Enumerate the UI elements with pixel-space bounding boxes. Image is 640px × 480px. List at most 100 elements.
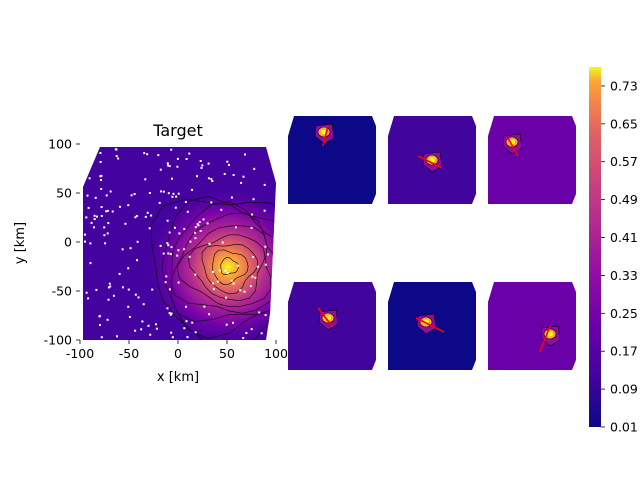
station-dot: [107, 286, 110, 289]
station-dot: [168, 231, 171, 234]
station-dot: [243, 290, 246, 293]
station-dot: [109, 190, 112, 193]
station-dot: [226, 272, 229, 274]
station-dot: [170, 148, 173, 151]
station-dot: [118, 272, 121, 275]
contour-line: [212, 249, 249, 285]
station-dot: [198, 221, 201, 223]
station-dot: [199, 160, 202, 162]
station-dot: [188, 152, 191, 155]
station-dot: [117, 157, 120, 160]
colorbar-tick-label: 0.33: [610, 268, 638, 283]
x-tick-label: 0: [174, 346, 182, 361]
station-dot: [134, 216, 137, 219]
x-tick-label: 100: [264, 346, 288, 361]
station-dot: [104, 242, 107, 245]
station-dot: [177, 249, 180, 252]
station-dot: [155, 327, 158, 330]
y-tick-label: -50: [52, 284, 72, 299]
station-dot: [99, 152, 102, 154]
station-dot: [194, 231, 197, 234]
station-dot: [252, 198, 255, 201]
station-dot: [100, 206, 103, 208]
station-dot: [116, 335, 118, 338]
station-dot: [87, 297, 90, 300]
station-dot: [151, 288, 154, 291]
contour-line: [150, 198, 276, 340]
station-dot: [167, 252, 170, 255]
station-dot: [89, 242, 92, 245]
station-dot: [168, 288, 171, 291]
station-dot: [171, 336, 174, 339]
station-dot: [183, 327, 186, 330]
station-dot: [232, 282, 235, 285]
station-dot: [87, 206, 90, 209]
station-dot: [225, 296, 228, 299]
station-dot: [203, 305, 206, 308]
station-dot: [144, 215, 147, 218]
station-dot: [155, 323, 157, 326]
target-field: [83, 147, 276, 340]
station-dot: [142, 303, 145, 306]
station-dot: [94, 196, 97, 199]
x-tick-label: -100: [66, 346, 94, 361]
contour-line: [170, 212, 276, 314]
station-dot: [196, 223, 199, 226]
station-dot: [206, 222, 209, 225]
station-dot: [100, 188, 103, 190]
station-dot: [257, 265, 259, 268]
contour-line: [201, 243, 259, 295]
panel-direction-line: [317, 307, 333, 327]
station-dot: [86, 194, 89, 197]
station-dot: [90, 221, 93, 224]
station-dot: [157, 154, 160, 157]
station-dot: [148, 227, 151, 230]
station-dot: [230, 196, 233, 199]
station-dot: [167, 244, 170, 247]
station-dot: [89, 262, 92, 265]
station-dot: [100, 215, 103, 217]
station-dot: [220, 208, 223, 211]
station-dot: [108, 282, 111, 285]
station-dot: [176, 165, 179, 168]
station-dot: [170, 246, 173, 249]
y-tick-label: -100: [44, 333, 72, 348]
station-dot: [230, 279, 233, 282]
station-dot: [228, 163, 230, 166]
target-stations: [84, 148, 269, 339]
station-dot: [109, 285, 112, 288]
station-dot: [186, 210, 189, 213]
panel-direction-line: [417, 155, 443, 169]
contour-line: [220, 257, 239, 275]
station-dot: [167, 192, 170, 195]
station-dot: [210, 201, 213, 204]
colorbar-tick-label: 0.17: [610, 344, 638, 359]
station-dot: [191, 321, 194, 324]
station-dot: [165, 275, 168, 278]
station-dot: [127, 305, 130, 308]
station-dot: [177, 281, 180, 284]
station-dot: [115, 148, 118, 151]
y-tick-label: 50: [56, 186, 72, 201]
station-dot: [171, 177, 173, 180]
station-dot: [85, 216, 88, 219]
station-dot: [239, 289, 242, 292]
station-dot: [175, 195, 178, 198]
station-dot: [134, 293, 137, 296]
target-peak: [148, 189, 276, 340]
station-dot: [98, 315, 101, 318]
station-dot: [162, 252, 165, 255]
station-dot: [129, 247, 132, 250]
station-dot: [237, 264, 240, 267]
station-dot: [207, 162, 210, 165]
target-x-axis: -100 -50 0 50 100: [66, 340, 288, 361]
station-dot: [99, 175, 102, 178]
station-dot: [167, 164, 169, 167]
station-dot: [128, 316, 131, 318]
station-dot: [93, 214, 96, 217]
station-dot: [197, 224, 200, 227]
station-dot: [211, 180, 214, 182]
station-dot: [178, 232, 181, 235]
station-dot: [166, 219, 169, 222]
panel-field: [488, 282, 576, 370]
